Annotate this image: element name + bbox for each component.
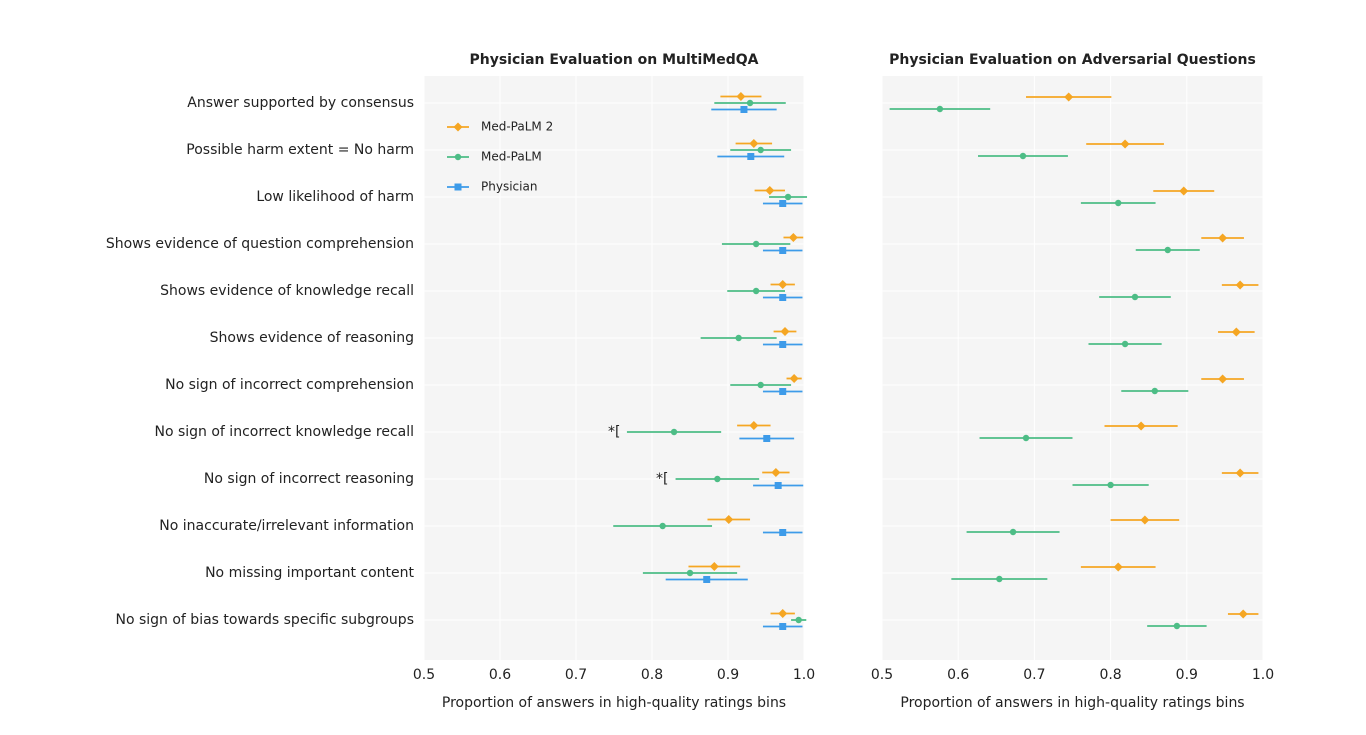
chart-title: Physician Evaluation on Adversarial Ques…: [889, 52, 1256, 68]
point: [784, 193, 792, 201]
category-label: Possible harm extent = No harm: [186, 142, 414, 158]
x-tick-label: 1.0: [793, 667, 815, 683]
point: [789, 374, 799, 383]
category-label: Answer supported by consensus: [187, 95, 414, 111]
point: [749, 421, 759, 430]
point: [779, 388, 787, 395]
point: [709, 562, 719, 571]
point: [749, 139, 759, 148]
point: [779, 200, 787, 207]
point: [670, 428, 678, 436]
annotation: *[: [608, 424, 620, 440]
point: [746, 99, 754, 107]
x-tick-label: 0.7: [565, 667, 587, 683]
point: [1131, 293, 1139, 301]
point: [735, 334, 742, 342]
x-axis-label: Proportion of answers in high-quality ra…: [900, 695, 1244, 711]
point: [763, 435, 771, 442]
point: [795, 616, 802, 624]
point: [788, 233, 798, 242]
legend-label: Med-PaLM: [481, 150, 542, 164]
x-tick-label: 1.0: [1252, 667, 1274, 683]
point: [752, 240, 760, 248]
point: [774, 482, 782, 489]
category-label: Shows evidence of knowledge recall: [160, 283, 414, 299]
point: [1022, 434, 1030, 442]
x-tick-label: 0.5: [871, 667, 893, 683]
point: [779, 341, 787, 348]
legend-label: Physician: [481, 180, 537, 194]
x-tick-label: 0.8: [1099, 667, 1121, 683]
point: [1238, 609, 1248, 619]
point: [740, 106, 748, 113]
point: [757, 381, 764, 389]
x-tick-label: 0.5: [413, 667, 435, 683]
point: [1120, 139, 1130, 149]
point: [779, 247, 787, 254]
point: [703, 576, 711, 583]
x-tick-label: 0.7: [1023, 667, 1045, 683]
legend-label: Med-PaLM 2: [481, 120, 553, 134]
point: [1218, 233, 1228, 243]
point: [757, 146, 764, 154]
plot-background: [424, 76, 804, 660]
point: [736, 92, 746, 101]
point: [1113, 562, 1123, 572]
point: [1151, 387, 1158, 395]
category-label: No sign of incorrect knowledge recall: [154, 424, 414, 440]
point: [747, 153, 755, 160]
point: [659, 522, 666, 530]
x-tick-label: 0.8: [641, 667, 663, 683]
x-tick-label: 0.9: [1176, 667, 1198, 683]
category-label: No sign of incorrect reasoning: [204, 471, 414, 487]
point: [779, 294, 787, 301]
point: [771, 468, 781, 477]
category-label: No inaccurate/irrelevant information: [159, 518, 414, 534]
point: [1179, 186, 1189, 196]
point: [1136, 421, 1146, 431]
point: [778, 280, 788, 289]
point: [1064, 92, 1074, 102]
plot-background: [882, 76, 1263, 660]
chart-title: Physician Evaluation on MultiMedQA: [469, 52, 758, 68]
category-label: No sign of bias towards specific subgrou…: [115, 612, 414, 628]
point: [1140, 515, 1150, 525]
legend-marker: [454, 153, 462, 161]
category-label: Low likelihood of harm: [256, 189, 414, 205]
point: [1107, 481, 1114, 489]
point: [1164, 246, 1171, 254]
category-label: No sign of incorrect comprehension: [165, 377, 414, 393]
x-tick-label: 0.6: [947, 667, 969, 683]
point: [765, 186, 775, 195]
annotation: *[: [656, 471, 668, 487]
point: [1121, 340, 1129, 348]
point: [1235, 468, 1245, 478]
point: [996, 575, 1003, 583]
legend-marker: [453, 122, 463, 132]
point: [1019, 152, 1027, 160]
point: [1173, 622, 1181, 630]
legend-marker: [454, 183, 462, 191]
point: [686, 569, 694, 577]
point: [936, 105, 944, 113]
point: [779, 623, 787, 630]
x-axis-label: Proportion of answers in high-quality ra…: [442, 695, 786, 711]
point: [1115, 199, 1122, 207]
x-tick-label: 0.9: [717, 667, 739, 683]
x-tick-label: 0.6: [489, 667, 511, 683]
category-label: Shows evidence of question comprehension: [106, 236, 414, 252]
point: [724, 515, 734, 524]
point: [1218, 374, 1228, 384]
point: [1231, 327, 1241, 337]
point: [1235, 280, 1245, 290]
point: [780, 327, 790, 336]
category-label: No missing important content: [205, 565, 414, 581]
point: [778, 609, 788, 618]
point: [752, 287, 760, 295]
point: [779, 529, 787, 536]
point: [1009, 528, 1017, 536]
category-label: Shows evidence of reasoning: [210, 330, 414, 346]
point: [714, 475, 721, 483]
